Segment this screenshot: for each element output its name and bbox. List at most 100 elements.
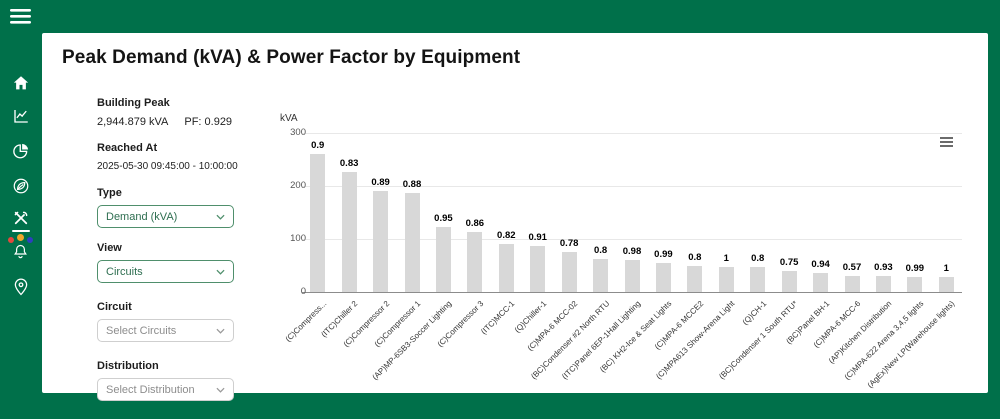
gridline (302, 186, 962, 187)
bar[interactable] (687, 265, 703, 292)
bell-icon (14, 244, 27, 259)
bar[interactable] (373, 191, 389, 292)
power-factor-data-label: 1 (723, 252, 729, 264)
filter-controls: Building Peak 2,944.879 kVA PF: 0.929 Re… (97, 97, 257, 419)
power-factor-data-label: 0.8 (593, 245, 608, 257)
tools-icon (14, 211, 28, 225)
power-factor-data-label: 1 (943, 262, 949, 274)
sidebar-item-home[interactable] (12, 74, 30, 92)
y-axis-tick-label: 300 (290, 127, 306, 138)
bar[interactable] (467, 231, 483, 292)
distribution-label: Distribution (97, 360, 159, 372)
y-axis-tick-label: 200 (290, 180, 306, 191)
sidebar-item-reports[interactable] (12, 142, 30, 160)
x-axis-line (302, 292, 962, 293)
main-panel: Peak Demand (kVA) & Power Factor by Equi… (42, 33, 988, 401)
power-factor-data-label: 0.78 (559, 238, 579, 250)
gridline (302, 239, 962, 240)
type-select[interactable]: Demand (kVA) (97, 205, 234, 228)
home-icon (13, 76, 29, 90)
power-factor-data-label: 0.8 (751, 252, 765, 264)
power-factor-data-label: 0.82 (497, 230, 516, 242)
bar[interactable] (624, 260, 640, 292)
power-factor-data-label: 0.94 (811, 258, 830, 270)
circuit-select-placeholder: Select Circuits (106, 324, 177, 337)
y-axis-tick-label: 100 (290, 233, 306, 244)
x-axis-category-label: (Q)CH-1 (740, 299, 769, 327)
sidebar-item-tools[interactable] (12, 209, 30, 227)
bar[interactable] (530, 246, 546, 292)
power-factor-data-label: 0.99 (654, 249, 673, 261)
chevron-down-icon (216, 214, 225, 220)
sidebar-item-notifications[interactable] (12, 243, 29, 260)
bar[interactable] (435, 227, 451, 292)
bar[interactable] (310, 153, 326, 292)
notification-dot-orange (17, 234, 24, 241)
type-select-value: Demand (kVA) (106, 210, 178, 223)
bar[interactable] (561, 252, 577, 292)
bar[interactable] (655, 263, 671, 292)
power-factor-data-label: 0.83 (339, 158, 359, 170)
bar[interactable] (750, 266, 766, 292)
x-axis-category-label: (C)Compress... (283, 299, 329, 344)
bar[interactable] (875, 275, 891, 292)
circuit-select[interactable]: Select Circuits (97, 319, 234, 342)
building-peak-value: 2,944.879 kVA (97, 116, 169, 128)
reached-at-value: 2025-05-30 09:45:00 - 10:00:00 (97, 161, 238, 172)
power-factor-data-label: 0.99 (905, 263, 925, 275)
building-peak-label: Building Peak (97, 97, 170, 109)
bar[interactable] (813, 272, 829, 292)
power-factor-data-label: 0.86 (465, 217, 485, 229)
bar[interactable] (844, 276, 860, 292)
notification-dot-blue (27, 237, 33, 243)
chevron-down-icon (216, 387, 225, 393)
view-select-value: Circuits (106, 265, 143, 278)
page-title: Peak Demand (kVA) & Power Factor by Equi… (62, 47, 521, 68)
power-factor-data-label: 0.95 (434, 213, 453, 225)
power-factor-value: PF: 0.929 (184, 116, 233, 128)
bar[interactable] (718, 266, 734, 292)
bar[interactable] (593, 259, 609, 292)
distribution-select[interactable]: Select Distribution (97, 378, 234, 401)
bar[interactable] (781, 270, 797, 292)
sidebar-item-sustainability[interactable] (12, 177, 30, 195)
y-axis-tick-label: 0 (300, 286, 306, 297)
notification-dot-red (8, 237, 14, 243)
sidebar (0, 0, 42, 413)
view-label: View (97, 242, 122, 254)
power-factor-data-label: 0.93 (874, 261, 893, 273)
bar[interactable] (498, 244, 514, 292)
y-axis-title: kVA (280, 113, 298, 124)
pie-chart-icon (13, 143, 29, 159)
bar[interactable] (341, 172, 357, 292)
location-pin-icon (14, 278, 28, 296)
chart-context-menu-icon[interactable] (939, 136, 955, 150)
bar[interactable] (938, 276, 954, 292)
sidebar-item-locations[interactable] (12, 277, 30, 297)
reached-at-label: Reached At (97, 142, 158, 154)
power-factor-data-label: 0.88 (402, 179, 422, 191)
power-factor-data-label: 0.91 (528, 232, 547, 244)
power-factor-data-label: 0.57 (842, 262, 862, 274)
power-factor-data-label: 0.9 (311, 139, 325, 151)
bar-chart: kVA 0 100 200 300 0.9 (C)Compress... 0.83 (ITC)… (42, 33, 988, 393)
power-factor-data-label: 0.89 (371, 177, 390, 189)
type-label: Type (97, 187, 122, 199)
bar[interactable] (404, 193, 420, 292)
hamburger-icon (10, 9, 31, 24)
chevron-down-icon (216, 269, 225, 275)
sidebar-item-analytics[interactable] (12, 107, 30, 125)
bar[interactable] (907, 277, 923, 292)
leaf-icon (13, 178, 29, 194)
line-chart-icon (14, 110, 28, 123)
chevron-down-icon (216, 328, 225, 334)
view-select[interactable]: Circuits (97, 260, 234, 283)
gridline (302, 133, 962, 134)
circuit-label: Circuit (97, 301, 132, 313)
distribution-select-placeholder: Select Distribution (106, 383, 195, 396)
power-factor-data-label: 0.75 (779, 256, 799, 268)
power-factor-data-label: 0.98 (622, 246, 642, 258)
menu-icon[interactable] (10, 8, 31, 25)
active-item-indicator (12, 230, 30, 232)
power-factor-data-label: 0.8 (688, 251, 702, 263)
